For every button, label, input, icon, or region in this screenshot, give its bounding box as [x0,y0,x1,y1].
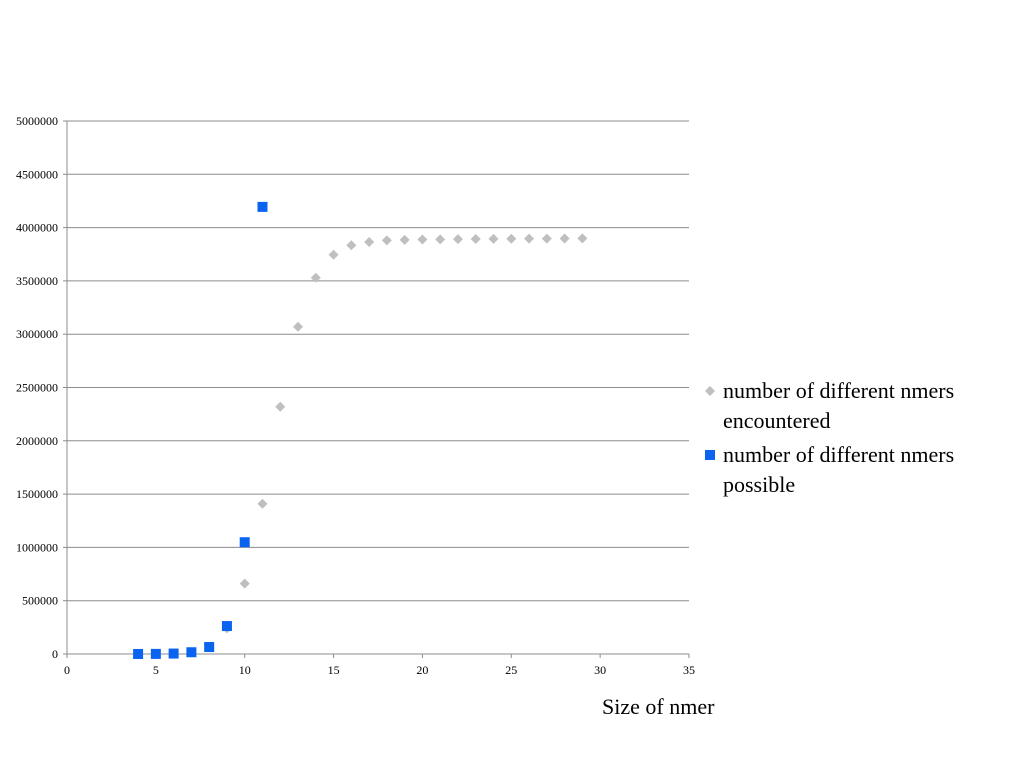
x-tick-label: 15 [328,663,340,677]
square-point [168,648,179,659]
y-tick-label: 1500000 [16,487,58,501]
x-tick-label: 20 [416,663,428,677]
x-tick-label: 30 [594,663,606,677]
diamond-point [239,578,250,589]
legend-item-encountered: number of different nmers encountered [704,376,1004,436]
diamond-point [452,234,463,245]
square-point [133,648,144,659]
gridlines [67,120,689,602]
diamond-point [577,233,588,244]
diamond-point [417,234,428,245]
x-axis-label: Size of nmer [602,694,715,719]
diamond-point [310,272,321,283]
diamond-point [328,249,339,260]
diamond-point [470,234,481,245]
x-tick-label: 10 [239,663,251,677]
y-tick-label: 3000000 [16,327,58,341]
diamond-marker-icon [704,385,716,397]
legend-label-encountered: number of different nmers encountered [723,378,955,433]
diamond-point [559,233,570,244]
diamond-point [524,233,535,244]
diamond-point [541,233,552,244]
x-tick-label: 35 [683,663,695,677]
series-possible-points [133,201,268,659]
y-axis-ticks: 0 500000 1000000 1500000 2000000 2500000 30000… [16,114,67,661]
square-point [239,537,250,548]
legend: number of different nmers encountered nu… [704,376,1004,504]
diamond-point [275,401,286,412]
series-encountered-points [133,233,588,659]
square-point [204,642,215,653]
y-tick-label: 500000 [22,594,58,608]
y-tick-label: 4000000 [16,221,58,235]
y-tick-label: 0 [52,647,58,661]
square-point [150,648,161,659]
diamond-point [435,234,446,245]
diamond-point [381,235,392,246]
diamond-point [257,498,268,509]
y-tick-label: 1000000 [16,540,58,554]
x-axis-ticks: 0 5 10 15 20 25 30 35 [64,654,695,677]
square-point [257,201,268,212]
diamond-point [399,234,410,245]
legend-label-possible: number of different nmers possible [723,442,955,497]
square-marker-icon [704,449,716,461]
diamond-point [506,233,517,244]
y-tick-label: 5000000 [16,114,58,128]
diamond-point [364,236,375,247]
diamond-point [488,233,499,244]
y-tick-label: 4500000 [16,167,58,181]
x-tick-label: 5 [153,663,159,677]
diamond-point [293,321,304,332]
legend-item-possible: number of different nmers possible [704,440,1004,500]
x-tick-label: 25 [505,663,517,677]
x-tick-label: 0 [64,663,70,677]
square-point [221,621,232,632]
diamond-point [346,240,357,251]
square-point [186,647,197,658]
y-tick-label: 3500000 [16,274,58,288]
y-tick-label: 2000000 [16,434,58,448]
y-tick-label: 2500000 [16,381,58,395]
